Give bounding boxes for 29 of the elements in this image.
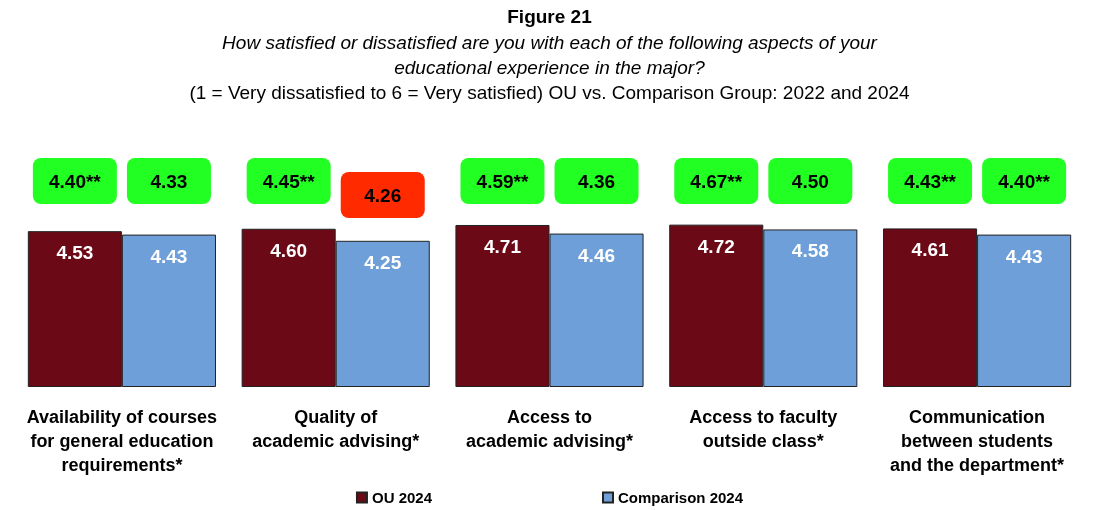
data-label: 4.53 (56, 242, 94, 264)
data-label: 4.60 (270, 239, 308, 261)
x-tick-label: Access to faculty outside class* (689, 407, 838, 451)
x-tick-label: Communication between students and the department* (890, 407, 1065, 475)
text: 4.50 (791, 170, 829, 192)
legend-label: Comparison 2024 (618, 489, 744, 506)
chart-subtitle: How satisfied or dissatisfied are you with each of the following aspects of your educational experience in the major? (1 = Very dissatisfied to 6 = Very satisfied) OU vs. Comparison Group: 2022 and 2024 (189, 32, 911, 103)
text: 4.33 (150, 170, 188, 192)
x-tick-label: Quality of academic advising* (252, 407, 420, 451)
data-label: 4.25 (364, 251, 402, 273)
text: 4.67** (690, 170, 743, 192)
text: 4.43** (904, 170, 957, 192)
data-label: 4.43 (1005, 245, 1043, 267)
data-label: 4.46 (578, 244, 616, 266)
data-label: 4.61 (911, 239, 949, 261)
text: 4.40** (998, 170, 1051, 192)
x-tick-label: Availability of courses for general education requirements* (26, 407, 218, 475)
data-label: 4.43 (150, 245, 188, 267)
text: 4.59** (476, 170, 529, 192)
legend-label: OU 2024 (371, 489, 433, 506)
chart-title: Figure 21 (507, 6, 593, 27)
text: 4.40** (48, 170, 102, 192)
data-label: 4.71 (483, 235, 522, 257)
data-label: 4.58 (791, 240, 829, 262)
text: 4.26 (364, 184, 402, 206)
data-label: 4.72 (697, 235, 735, 257)
text: 4.36 (578, 170, 616, 192)
text: 4.45** (262, 170, 316, 192)
x-tick-label: Access to academic advising* (465, 407, 634, 451)
